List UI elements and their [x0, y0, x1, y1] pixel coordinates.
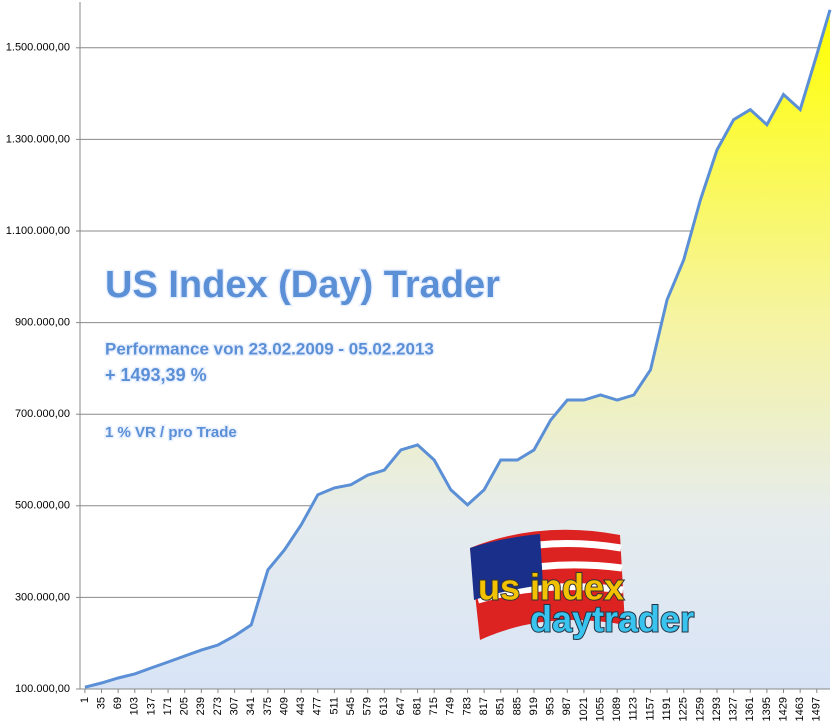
title: US Index (Day) Trader	[105, 264, 500, 306]
x-tick-label: 1055	[594, 697, 606, 721]
x-tick-label: 273	[212, 697, 224, 715]
x-tick-label: 647	[395, 697, 407, 715]
x-tick-label: 205	[179, 697, 191, 715]
x-tick-label: 885	[511, 697, 523, 715]
x-tick-label: 1021	[578, 697, 590, 721]
x-tick-label: 1327	[728, 697, 740, 721]
x-tick-label: 409	[278, 697, 290, 715]
logo: us index daytrader	[470, 529, 695, 641]
x-tick-label: 715	[428, 697, 440, 715]
x-tick-label: 341	[245, 697, 257, 715]
subtitle: Performance von 23.02.2009 - 05.02.2013	[105, 339, 434, 358]
x-tick-label: 1225	[678, 697, 690, 721]
performance: + 1493,39 %	[105, 365, 207, 385]
x-tick-label: 579	[362, 697, 374, 715]
x-tick-label: 443	[295, 697, 307, 715]
y-tick-label: 700.000,00	[15, 408, 70, 420]
x-tick-label: 545	[345, 697, 357, 715]
x-tick-label: 1191	[661, 697, 673, 721]
equity-line	[84, 9, 832, 689]
x-tick-label: 1089	[611, 697, 623, 721]
y-tick-label: 1.500.000,00	[6, 42, 70, 54]
logo-text: us index	[478, 567, 624, 608]
y-tick-label: 500.000,00	[15, 500, 70, 512]
x-tick-label: 35	[95, 697, 107, 709]
x-tick-label: 1259	[694, 697, 706, 721]
x-tick-label: 1429	[777, 697, 789, 721]
x-tick-label: 375	[262, 697, 274, 715]
logo-text: daytrader	[530, 599, 694, 640]
x-tick-label: 1395	[761, 697, 773, 721]
x-tick-label: 1463	[794, 697, 806, 721]
risk-note: 1 % VR / pro Trade	[105, 424, 237, 441]
x-tick-label: 987	[561, 697, 573, 715]
flag-canton	[470, 534, 543, 600]
y-tick-label: 100.000,00	[15, 683, 70, 695]
y-tick-label: 900.000,00	[15, 317, 70, 329]
x-tick-label: 783	[461, 697, 473, 715]
y-tick-label: 300.000,00	[15, 591, 70, 603]
x-tick-label: 171	[162, 697, 174, 715]
x-tick-label: 477	[312, 697, 324, 715]
y-tick-label: 1.300.000,00	[6, 133, 70, 145]
x-tick-label: 69	[112, 697, 124, 709]
x-tick-label: 307	[229, 697, 241, 715]
x-tick-label: 851	[495, 697, 507, 715]
area	[84, 9, 831, 690]
x-tick-label: 613	[378, 697, 390, 715]
x-tick-label: 1123	[628, 697, 640, 721]
x-tick-label: 953	[545, 697, 557, 715]
x-tick-label: 1293	[711, 697, 723, 721]
x-tick-label: 1157	[644, 697, 656, 721]
x-tick-label: 239	[195, 697, 207, 715]
x-tick-label: 919	[528, 697, 540, 715]
y-tick-label: 1.100.000,00	[6, 225, 70, 237]
x-tick-label: 1497	[811, 697, 823, 721]
x-tick-label: 511	[328, 697, 340, 715]
x-tick-label: 1	[79, 697, 91, 703]
x-tick-label: 137	[145, 697, 157, 715]
x-tick-label: 681	[411, 697, 423, 715]
x-tick-label: 1361	[744, 697, 756, 721]
x-tick-label: 749	[445, 697, 457, 715]
x-tick-label: 103	[129, 697, 141, 715]
x-tick-label: 817	[478, 697, 490, 715]
